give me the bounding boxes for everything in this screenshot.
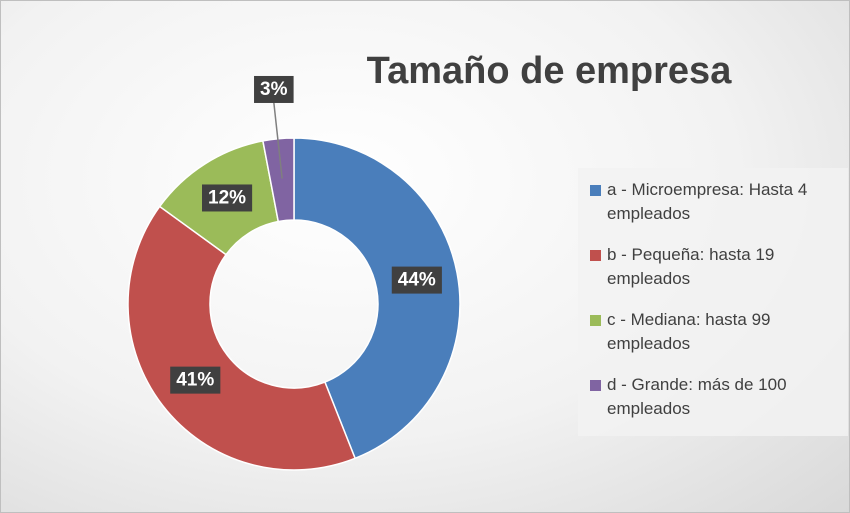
data-label: 41% xyxy=(176,370,214,391)
leader-line xyxy=(273,101,283,179)
legend-swatch xyxy=(590,380,601,391)
legend-swatch xyxy=(590,250,601,261)
data-label-box xyxy=(254,75,294,103)
data-label-box xyxy=(202,184,253,212)
legend-item: d - Grande: más de 100 empleados xyxy=(590,373,810,421)
legend-label: a - Microempresa: Hasta 4 empleados xyxy=(607,180,808,223)
slice xyxy=(262,137,295,223)
data-label: 3% xyxy=(260,79,288,100)
data-label: 44% xyxy=(398,270,436,291)
slice xyxy=(127,205,357,471)
legend-label: b - Pequeña: hasta 19 empleados xyxy=(607,245,775,288)
legend-item: a - Microempresa: Hasta 4 empleados xyxy=(590,178,810,226)
data-label-box xyxy=(170,366,221,394)
slice xyxy=(293,137,461,460)
legend-swatch xyxy=(590,185,601,196)
legend-label: d - Grande: más de 100 empleados xyxy=(607,375,787,418)
legend-item: c - Mediana: hasta 99 empleados xyxy=(590,308,810,356)
legend-label: c - Mediana: hasta 99 empleados xyxy=(607,310,771,353)
legend: a - Microempresa: Hasta 4 empleados b - P… xyxy=(578,168,848,436)
data-label: 12% xyxy=(208,187,246,208)
legend-swatch xyxy=(590,315,601,326)
legend-item: b - Pequeña: hasta 19 empleados xyxy=(590,243,810,291)
chart-title: Tamaño de empresa xyxy=(367,50,733,92)
data-label-box xyxy=(391,266,442,294)
